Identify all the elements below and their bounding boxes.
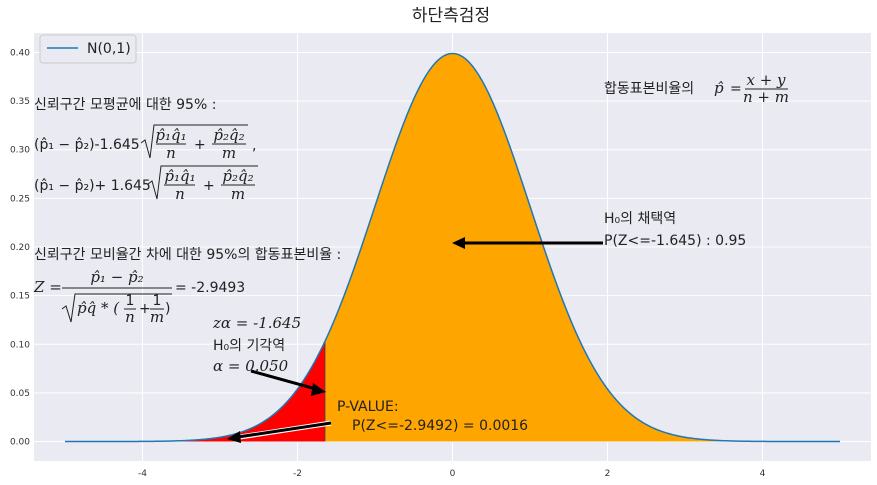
legend: N(0,1) (39, 34, 137, 64)
rejection-region-fill (65, 341, 326, 442)
legend-label: N(0,1) (87, 41, 131, 57)
pvalue-arrow (237, 421, 332, 439)
z-frac1-num: 1 (126, 293, 135, 309)
y-tick-label: 0.15 (10, 292, 30, 302)
ci-title: 신뢰구간 모평균에 대한 95% : (34, 97, 216, 113)
alpha-arrow (250, 369, 317, 391)
y-tick-label: 0.00 (10, 438, 30, 448)
chart-title: 하단측검정 (412, 6, 490, 26)
ci1-t2-den: m (222, 144, 236, 162)
ci2-t1-den: n (175, 185, 185, 203)
ci1-t1-den: n (166, 144, 176, 162)
z-numerator: p̂₁ − p̂₂ (90, 268, 143, 286)
h0-reject-label: H₀의 기각역 (213, 338, 285, 354)
y-tick-label: 0.20 (10, 243, 30, 253)
pvalue-prob-label: P(Z<=-2.9492) = 0.0016 (352, 418, 528, 434)
series-lines (65, 52, 840, 443)
y-tick-label: 0.40 (10, 48, 30, 58)
pooled-eq: = (730, 81, 742, 97)
ci-line-1: (p̂₁ − p̂₂)-1.645 p̂₁q̂₁ n + p̂₂q̂₂ m , (34, 124, 256, 162)
series-line (65, 52, 840, 443)
x-tick-label: 2 (605, 469, 611, 479)
pooled-proportion-formula: 합동표본비율의 p̂ = x + y n + m (604, 71, 789, 106)
ci2-t2-num: p̂₂q̂₂ (222, 167, 253, 185)
y-tick-label: 0.05 (10, 389, 30, 399)
acceptance-region-fill (325, 53, 840, 442)
x-tick-label: 0 (450, 469, 456, 479)
z-den-root: p̂q̂ * ( (77, 299, 120, 317)
z-den-plus: + (139, 301, 151, 317)
alpha-label: α = 0.050 (213, 357, 289, 375)
x-tick-label: -2 (293, 469, 302, 479)
ci1-sqrt (140, 124, 248, 159)
h0-accept-label: H₀의 채택역 (604, 211, 676, 227)
z-frac1-den: n (125, 308, 135, 326)
ci2-t2-den: m (231, 185, 245, 203)
z-lhs: Z = (33, 278, 62, 296)
z-sqrt (61, 293, 172, 323)
ci1-t1-num: p̂₁q̂₁ (155, 126, 186, 144)
ci1-t2-num: p̂₂q̂₂ (213, 126, 244, 144)
z-frac2-num: 1 (153, 293, 162, 309)
accept-prob-label: P(Z<=-1.645) : 0.95 (604, 233, 746, 249)
pooled-denominator: n + m (743, 88, 789, 106)
z-frac2-den: m (150, 308, 164, 326)
pooled-korean: 합동표본비율의 (604, 81, 694, 97)
pvalue-arrow-head (227, 431, 241, 443)
y-tick-label: 0.30 (10, 146, 30, 156)
ci1-suffix: , (252, 138, 256, 154)
x-tick-label: 4 (760, 469, 766, 479)
y-tick-label: 0.35 (10, 97, 30, 107)
ci2-sqrt (147, 165, 258, 200)
z-den-close: ) (165, 301, 170, 317)
ci-line-2: (p̂₁ − p̂₂)+ 1.645 p̂₁q̂₁ n + p̂₂q̂₂ m (34, 165, 258, 203)
acceptance-arrow-head (452, 237, 465, 249)
ci2-left: (p̂₁ − p̂₂)+ 1.645 (34, 178, 151, 194)
ci2-plus: + (203, 178, 215, 194)
tick-labels: -4 -2 0 2 4 0.00 0.05 0.10 0.15 0.20 0.25 0.30 0.35 0… (10, 48, 766, 479)
y-tick-label: 0.10 (10, 340, 30, 350)
pooled-p-hat: p̂ (714, 79, 724, 97)
diff-title: 신뢰구간 모비율간 차에 대한 95%의 합동표본비율 : (34, 247, 341, 263)
ci2-t1-num: p̂₁q̂₁ (164, 167, 195, 185)
x-tick-label: -4 (138, 469, 147, 479)
z-alpha-label: zα = -1.645 (212, 314, 301, 332)
z-result: = -2.9493 (175, 280, 245, 296)
ci1-left: (p̂₁ − p̂₂)-1.645 (34, 137, 140, 153)
arrows (227, 237, 603, 443)
legend-box (39, 34, 137, 64)
alpha-arrow-head (311, 383, 326, 396)
pooled-numerator: x + y (746, 71, 786, 89)
pvalue-label: P-VALUE: (337, 399, 399, 415)
y-tick-label: 0.25 (10, 194, 30, 204)
ci1-plus: + (194, 137, 206, 153)
z-formula: Z = p̂₁ − p̂₂ p̂q̂ * ( 1 n + 1 m ) = -2.… (33, 268, 245, 326)
